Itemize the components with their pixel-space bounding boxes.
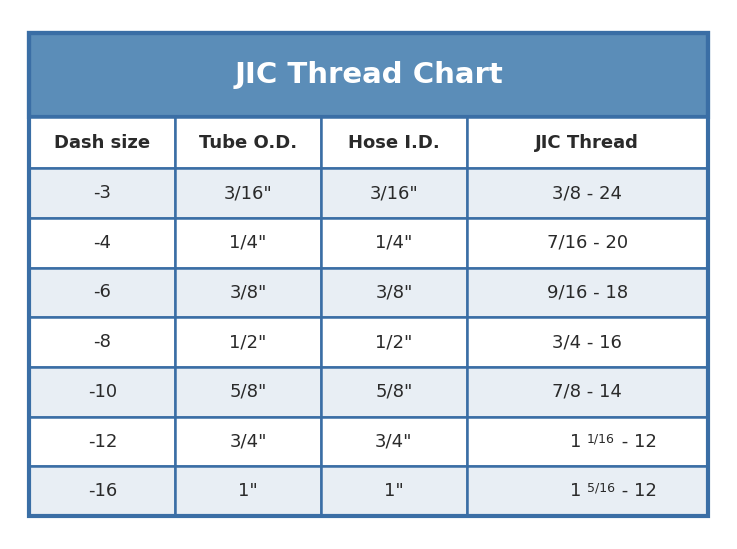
Text: -16: -16	[88, 482, 117, 500]
Bar	[175, 367, 321, 417]
Text: - 12: - 12	[616, 482, 657, 500]
Text: 1": 1"	[384, 482, 404, 500]
Text: - 12: - 12	[616, 433, 657, 451]
Bar	[321, 267, 467, 317]
Bar	[467, 117, 708, 168]
Bar	[29, 33, 708, 516]
Text: 5/16: 5/16	[587, 482, 615, 495]
Bar	[29, 33, 708, 117]
Text: -6: -6	[94, 283, 111, 301]
Bar	[175, 168, 321, 218]
Bar	[467, 417, 708, 466]
Text: 5/8": 5/8"	[375, 383, 413, 401]
Bar	[29, 417, 175, 466]
Bar	[29, 317, 175, 367]
Text: JIC Thread Chart: JIC Thread Chart	[234, 61, 503, 89]
Text: -10: -10	[88, 383, 117, 401]
Text: 5/8": 5/8"	[229, 383, 267, 401]
Text: 7/16 - 20: 7/16 - 20	[547, 234, 628, 252]
Text: Tube O.D.: Tube O.D.	[199, 134, 297, 152]
Bar	[321, 367, 467, 417]
Text: 7/8 - 14: 7/8 - 14	[552, 383, 622, 401]
Text: 3/4": 3/4"	[229, 433, 267, 451]
Text: 1: 1	[570, 433, 587, 451]
Bar	[467, 267, 708, 317]
Text: 1/2": 1/2"	[229, 333, 267, 351]
Bar	[175, 218, 321, 267]
Bar	[29, 267, 175, 317]
Bar	[467, 466, 708, 516]
Bar	[29, 168, 175, 218]
Text: 3/16": 3/16"	[369, 184, 419, 202]
Text: 1": 1"	[238, 482, 258, 500]
Bar	[29, 466, 175, 516]
Bar	[467, 317, 708, 367]
Text: 1/4": 1/4"	[375, 234, 413, 252]
Text: 1/4": 1/4"	[229, 234, 267, 252]
Text: Hose I.D.: Hose I.D.	[348, 134, 440, 152]
Bar	[467, 367, 708, 417]
Bar	[321, 317, 467, 367]
Bar	[321, 168, 467, 218]
Text: 3/8": 3/8"	[375, 283, 413, 301]
Bar	[29, 117, 175, 168]
Text: 3/8 - 24: 3/8 - 24	[552, 184, 622, 202]
Text: -4: -4	[94, 234, 111, 252]
Text: 3/8": 3/8"	[229, 283, 267, 301]
Bar	[29, 218, 175, 267]
Text: 1/2": 1/2"	[375, 333, 413, 351]
Bar	[175, 466, 321, 516]
Bar	[321, 417, 467, 466]
Bar	[175, 417, 321, 466]
Text: 3/4 - 16: 3/4 - 16	[552, 333, 622, 351]
Text: Dash size: Dash size	[55, 134, 150, 152]
Text: -12: -12	[88, 433, 117, 451]
Text: -8: -8	[94, 333, 111, 351]
Text: 1: 1	[570, 482, 587, 500]
Bar	[175, 267, 321, 317]
Bar	[175, 117, 321, 168]
Text: 1/16: 1/16	[587, 432, 615, 445]
Bar	[467, 168, 708, 218]
Text: 3/4": 3/4"	[375, 433, 413, 451]
Bar	[321, 466, 467, 516]
Bar	[467, 218, 708, 267]
Bar	[321, 117, 467, 168]
Text: 3/16": 3/16"	[224, 184, 273, 202]
Bar	[321, 218, 467, 267]
Bar	[175, 317, 321, 367]
Bar	[29, 367, 175, 417]
Text: -3: -3	[94, 184, 111, 202]
Text: JIC Thread: JIC Thread	[535, 134, 639, 152]
Text: 9/16 - 18: 9/16 - 18	[547, 283, 628, 301]
